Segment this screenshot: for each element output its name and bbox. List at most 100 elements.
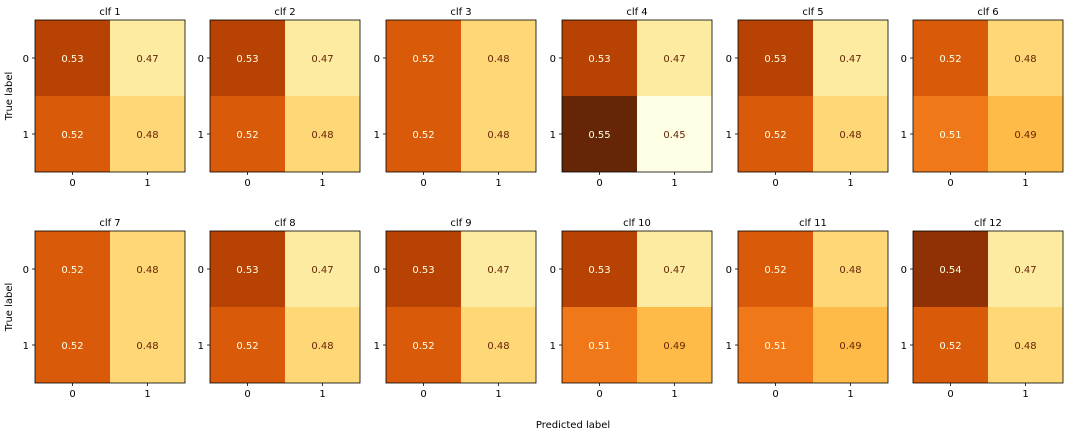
- cell-value-label: 0.47: [487, 265, 509, 276]
- figure-x-axis-label: Predicted label: [536, 420, 610, 431]
- panel-title: clf 7: [99, 218, 120, 229]
- y-tick-label: 0: [374, 54, 380, 65]
- cell-value-label: 0.52: [61, 341, 83, 352]
- cell-value-label: 0.55: [588, 130, 610, 141]
- y-tick-label: 1: [374, 130, 380, 141]
- cell-value-label: 0.47: [1014, 265, 1036, 276]
- heatmap-cell: [110, 20, 185, 96]
- y-tick-label: 0: [23, 54, 29, 65]
- cell-value-label: 0.52: [939, 54, 961, 65]
- panel-frame: [737, 230, 889, 384]
- cell-value-label: 0.51: [939, 130, 961, 141]
- heatmap-cell: [913, 96, 988, 172]
- heatmap-cell: [35, 231, 110, 307]
- heatmap-cell: [637, 231, 712, 307]
- panel-title: clf 8: [274, 218, 295, 229]
- y-tick-label: 1: [901, 341, 907, 352]
- heatmap-cell: [738, 20, 813, 96]
- cell-value-label: 0.51: [764, 341, 786, 352]
- heatmap-cell: [285, 96, 360, 172]
- panel-title: clf 11: [799, 218, 827, 229]
- heatmap-cell: [562, 20, 637, 96]
- panel-frame: [385, 19, 537, 173]
- cell-value-label: 0.49: [1014, 130, 1036, 141]
- cell-value-label: 0.52: [61, 130, 83, 141]
- cell-value-label: 0.47: [311, 265, 333, 276]
- y-tick-label: 0: [198, 265, 204, 276]
- heatmap-cell: [738, 96, 813, 172]
- heatmap-cell: [988, 96, 1063, 172]
- cell-value-label: 0.52: [412, 54, 434, 65]
- cell-value-label: 0.53: [588, 265, 610, 276]
- cell-value-label: 0.48: [1014, 54, 1036, 65]
- panel-title: clf 10: [623, 218, 651, 229]
- cell-value-label: 0.48: [311, 130, 333, 141]
- x-tick-label: 1: [319, 389, 325, 400]
- panel-frame: [34, 19, 186, 173]
- x-tick-label: 0: [420, 389, 426, 400]
- heatmap-cell: [813, 96, 888, 172]
- cell-value-label: 0.52: [61, 265, 83, 276]
- heatmap-cell: [813, 20, 888, 96]
- cell-value-label: 0.51: [588, 341, 610, 352]
- x-tick-label: 1: [1022, 389, 1028, 400]
- y-tick-label: 1: [23, 341, 29, 352]
- cell-value-label: 0.53: [764, 54, 786, 65]
- heatmap-cell: [110, 231, 185, 307]
- x-tick-label: 0: [69, 178, 75, 189]
- heatmap-cell: [637, 96, 712, 172]
- heatmap-cell: [35, 20, 110, 96]
- panel-frame: [34, 230, 186, 384]
- x-tick-label: 0: [69, 389, 75, 400]
- panel-frame: [209, 230, 361, 384]
- x-tick-label: 0: [772, 178, 778, 189]
- cell-value-label: 0.48: [311, 341, 333, 352]
- cell-value-label: 0.52: [764, 130, 786, 141]
- heatmap-cell: [285, 231, 360, 307]
- panel-title: clf 6: [977, 7, 998, 18]
- cell-value-label: 0.49: [663, 341, 685, 352]
- heatmap-cell: [461, 231, 536, 307]
- y-tick-label: 1: [726, 341, 732, 352]
- cell-value-label: 0.52: [412, 130, 434, 141]
- panel-title: clf 9: [450, 218, 471, 229]
- heatmap-cell: [386, 307, 461, 383]
- y-tick-label: 1: [550, 341, 556, 352]
- cell-value-label: 0.52: [236, 130, 258, 141]
- y-tick-label: 0: [374, 265, 380, 276]
- x-tick-label: 1: [319, 178, 325, 189]
- x-tick-label: 0: [244, 389, 250, 400]
- x-tick-label: 0: [596, 178, 602, 189]
- y-tick-label: 1: [550, 130, 556, 141]
- cell-value-label: 0.48: [136, 265, 158, 276]
- y-tick-label: 1: [726, 130, 732, 141]
- heatmap-cell: [461, 20, 536, 96]
- heatmap-cell: [461, 96, 536, 172]
- y-tick-label: 0: [550, 265, 556, 276]
- x-tick-label: 1: [144, 389, 150, 400]
- x-tick-label: 1: [495, 389, 501, 400]
- panel-frame: [912, 19, 1064, 173]
- cell-value-label: 0.45: [663, 130, 685, 141]
- x-tick-label: 0: [244, 178, 250, 189]
- heatmap-cell: [386, 20, 461, 96]
- x-tick-label: 0: [772, 389, 778, 400]
- y-tick-label: 0: [901, 54, 907, 65]
- heatmap-cell: [813, 231, 888, 307]
- y-axis-label: True label: [4, 72, 15, 122]
- cell-value-label: 0.49: [839, 341, 861, 352]
- y-tick-label: 1: [901, 130, 907, 141]
- heatmap-cell: [210, 231, 285, 307]
- heatmap-cell: [988, 231, 1063, 307]
- y-tick-label: 0: [23, 265, 29, 276]
- x-tick-label: 0: [947, 178, 953, 189]
- heatmap-cell: [637, 307, 712, 383]
- cell-value-label: 0.48: [487, 54, 509, 65]
- heatmap-cell: [461, 307, 536, 383]
- panel-frame: [912, 230, 1064, 384]
- cell-value-label: 0.47: [663, 265, 685, 276]
- cell-value-label: 0.48: [487, 130, 509, 141]
- x-tick-label: 1: [847, 178, 853, 189]
- cell-value-label: 0.48: [1014, 341, 1036, 352]
